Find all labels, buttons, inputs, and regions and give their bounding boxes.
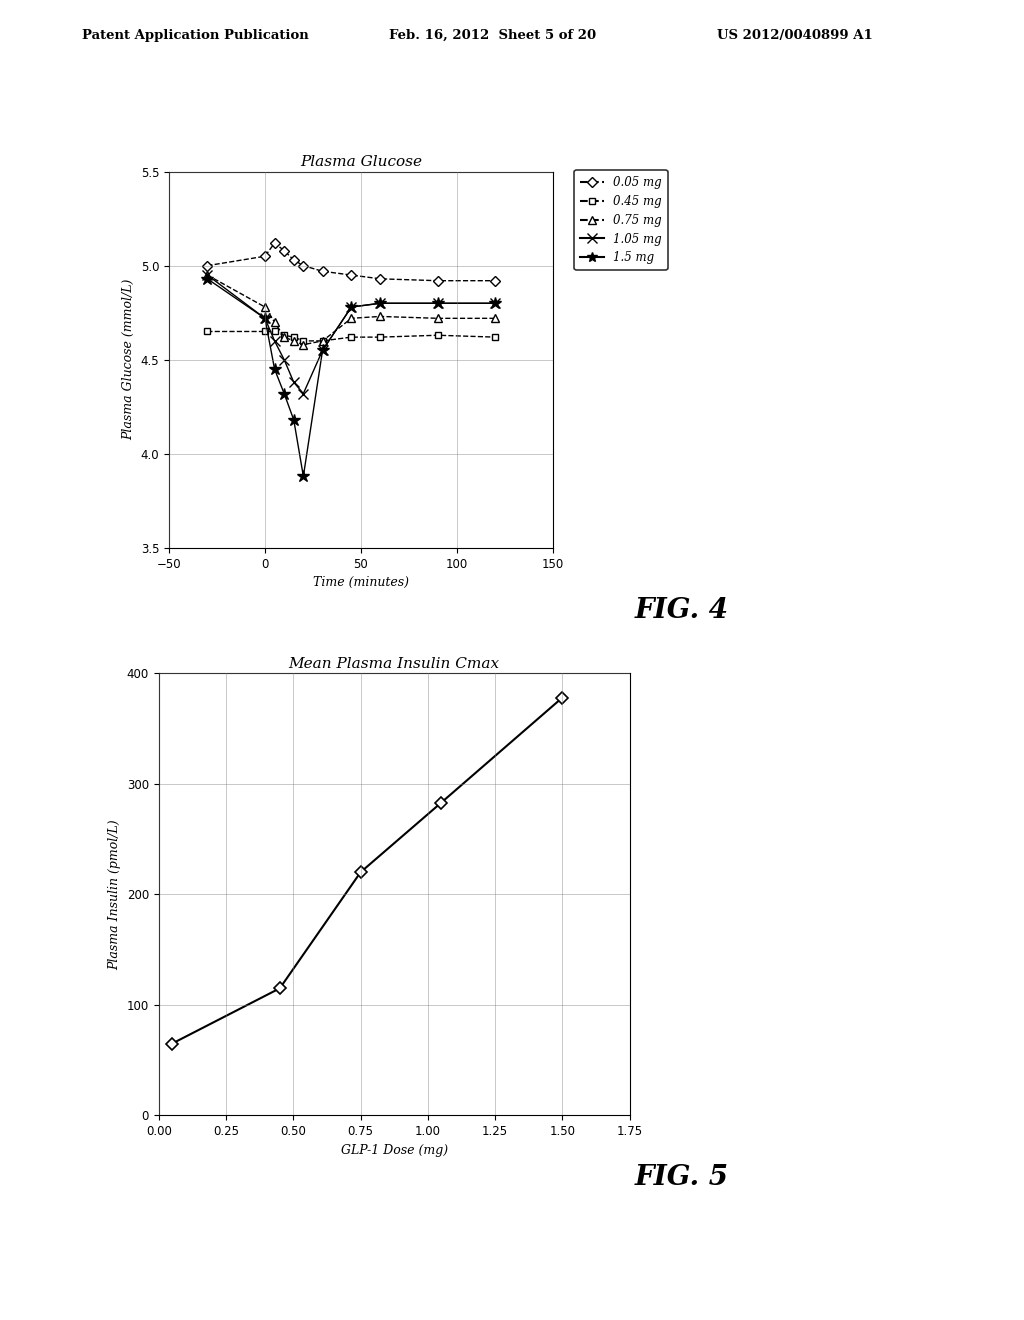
Text: FIG. 5: FIG. 5 [635, 1164, 729, 1191]
Text: US 2012/0040899 A1: US 2012/0040899 A1 [717, 29, 872, 42]
Title: Mean Plasma Insulin Cmax: Mean Plasma Insulin Cmax [289, 656, 500, 671]
Title: Plasma Glucose: Plasma Glucose [300, 154, 422, 169]
Text: Feb. 16, 2012  Sheet 5 of 20: Feb. 16, 2012 Sheet 5 of 20 [389, 29, 596, 42]
Text: Patent Application Publication: Patent Application Publication [82, 29, 308, 42]
Legend: 0.05 mg, 0.45 mg, 0.75 mg, 1.05 mg, 1.5 mg: 0.05 mg, 0.45 mg, 0.75 mg, 1.05 mg, 1.5 … [574, 170, 668, 271]
Y-axis label: Plasma Glucose (mmol/L): Plasma Glucose (mmol/L) [122, 279, 135, 441]
Y-axis label: Plasma Insulin (pmol/L): Plasma Insulin (pmol/L) [109, 818, 121, 970]
X-axis label: GLP-1 Dose (mg): GLP-1 Dose (mg) [341, 1143, 447, 1156]
Text: FIG. 4: FIG. 4 [635, 597, 729, 623]
X-axis label: Time (minutes): Time (minutes) [313, 576, 409, 589]
